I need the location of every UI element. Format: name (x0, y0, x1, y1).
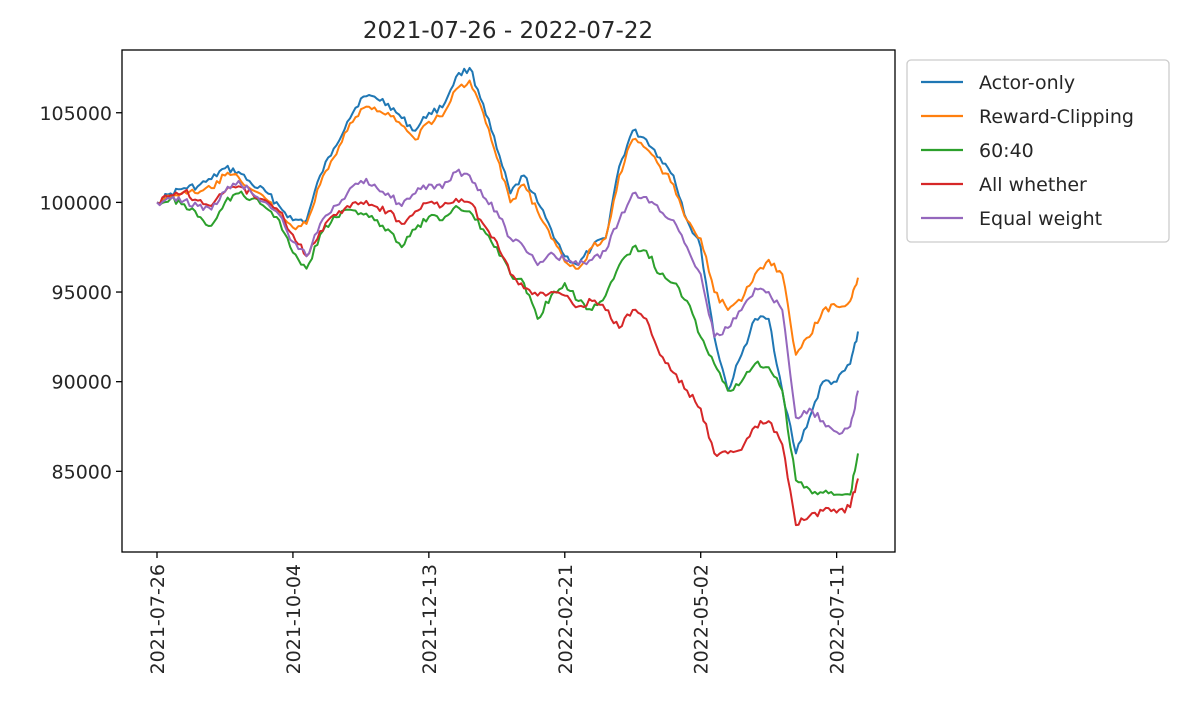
series-line-equal-weight (156, 168, 859, 436)
y-tick-label: 95000 (52, 282, 112, 304)
x-tick-label: 2022-05-02 (691, 564, 713, 674)
x-tick-label: 2022-07-11 (827, 564, 849, 674)
series-line-reward-clipping (156, 79, 859, 356)
series-line-all-whether (156, 185, 859, 527)
legend-label-equal-weight: Equal weight (979, 208, 1102, 230)
x-tick-label: 2022-02-21 (555, 564, 577, 674)
series-layer (156, 66, 859, 527)
x-axis: 2021-07-26 2021-10-04 2021-12-13 2022-02-21… (147, 552, 849, 674)
legend: Actor-only Reward-Clipping 60:40 All whethe… (906, 59, 1170, 243)
series-line-actor-only (156, 66, 859, 455)
legend-box (906, 59, 1170, 243)
legend-label-reward-clipping: Reward-Clipping (979, 106, 1134, 128)
x-tick-label: 2021-10-04 (283, 564, 305, 674)
x-tick-label: 2021-07-26 (147, 564, 169, 674)
legend-label-60-40: 60:40 (979, 140, 1034, 162)
x-tick-label: 2021-12-13 (419, 564, 441, 674)
y-tick-label: 90000 (52, 372, 112, 394)
y-axis: 85000 90000 95000 100000 105000 (39, 103, 122, 483)
legend-label-actor-only: Actor-only (979, 72, 1075, 94)
chart-title: 2021-07-26 - 2022-07-22 (363, 18, 653, 44)
y-tick-label: 85000 (52, 461, 112, 483)
legend-label-all-whether: All whether (979, 174, 1087, 196)
y-tick-label: 100000 (39, 192, 112, 214)
plot-area (121, 49, 896, 553)
y-tick-label: 105000 (39, 103, 112, 125)
